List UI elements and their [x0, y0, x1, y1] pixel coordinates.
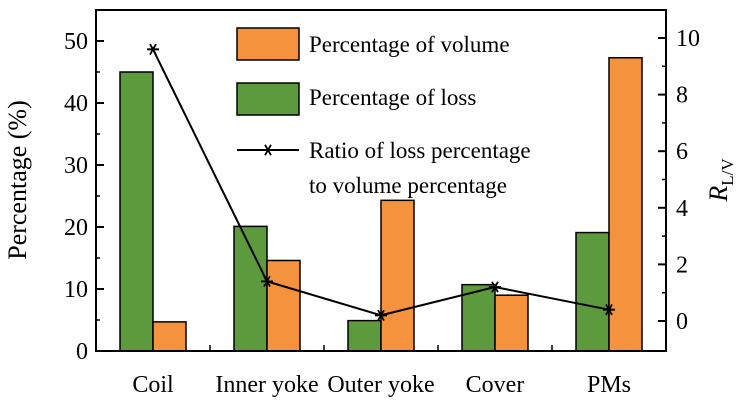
- y-tick-label-10: 10: [64, 277, 88, 303]
- y2-axis-label: RL/V: [704, 158, 737, 203]
- legend-marker-ratio: [262, 144, 274, 156]
- y-tick-label-30: 30: [64, 153, 88, 179]
- y2-tick-label-10: 10: [676, 26, 700, 52]
- left-axis-ticks: 0 10 20 30 40 50: [64, 29, 104, 365]
- bar-volume-outer-yoke: [380, 199, 415, 352]
- x-tick-label-cover: Cover: [466, 372, 525, 398]
- y-tick-label-20: 20: [64, 215, 88, 241]
- ratio-line-group: [147, 43, 615, 321]
- legend-swatch-volume: [236, 27, 300, 61]
- legend-marker-star: [262, 144, 274, 156]
- y2-tick-label-6: 6: [676, 139, 688, 165]
- bar-volume-coil: [152, 321, 187, 352]
- bars-group: [119, 56, 643, 352]
- x-tick-label-coil: Coil: [132, 372, 174, 398]
- bar-volume-inner-yoke: [266, 259, 301, 352]
- legend: Percentage of volume Percentage of loss …: [236, 27, 531, 198]
- y-tick-label-50: 50: [64, 29, 88, 55]
- bar-loss-coil: [119, 71, 154, 352]
- legend-label-loss: Percentage of loss: [309, 85, 476, 110]
- bar-volume-pms: [608, 56, 643, 352]
- y2-axis-label-main: R: [704, 186, 733, 203]
- bar-loss-inner-yoke: [233, 225, 268, 352]
- y-tick-label-40: 40: [64, 91, 88, 117]
- legend-label-ratio-line1: Ratio of loss percentage: [309, 138, 531, 163]
- y-axis-label: Percentage (%): [3, 100, 32, 260]
- x-tick-label-inner-yoke: Inner yoke: [215, 372, 318, 398]
- bar-volume-cover: [494, 294, 529, 352]
- y2-tick-label-4: 4: [676, 196, 688, 222]
- legend-label-volume: Percentage of volume: [309, 32, 510, 57]
- bar-loss-pms: [575, 231, 610, 352]
- y2-axis-label-sub: L/V: [718, 158, 737, 186]
- legend-swatch-loss: [236, 82, 300, 116]
- y-tick-label-0: 0: [76, 339, 88, 365]
- y2-tick-label-0: 0: [676, 309, 688, 335]
- right-axis-ticks: 0 2 4 6 8 10: [658, 26, 700, 335]
- bar-loss-outer-yoke: [347, 319, 382, 352]
- x-tick-label-outer-yoke: Outer yoke: [327, 372, 434, 398]
- plot-frame: [95, 9, 667, 352]
- ratio-marker-coil: [147, 43, 159, 55]
- y2-tick-label-2: 2: [676, 252, 688, 278]
- ratio-marker-pms: [603, 304, 615, 316]
- ratio-marker-outer-yoke: [375, 309, 387, 321]
- ratio-marker-inner-yoke: [261, 275, 273, 288]
- y2-tick-label-8: 8: [676, 83, 688, 109]
- x-tick-label-pms: PMs: [587, 372, 631, 398]
- ratio-marker-cover: [489, 281, 501, 293]
- legend-label-ratio-line2: to volume percentage: [309, 173, 507, 198]
- x-axis-ticks: Coil Inner yoke Outer yoke Cover PMs: [95, 345, 631, 398]
